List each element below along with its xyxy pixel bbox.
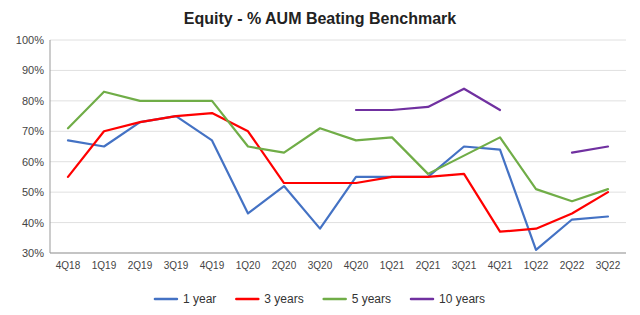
x-tick-label: 3Q22 <box>596 260 621 271</box>
legend-swatch <box>411 298 433 301</box>
legend-item: 3 years <box>236 292 303 306</box>
y-tick-label: 100% <box>16 34 44 46</box>
grid-line <box>50 40 626 41</box>
legend-item: 5 years <box>324 292 391 306</box>
grid-line <box>50 253 626 254</box>
x-tick-label: 2Q21 <box>416 260 441 271</box>
x-tick-label: 4Q19 <box>200 260 225 271</box>
y-tick-label: 80% <box>22 95 44 107</box>
x-tick-label: 1Q19 <box>92 260 117 271</box>
grid-line <box>50 161 626 162</box>
legend: 1 year 3 years 5 years 10 years <box>155 292 485 306</box>
legend-label: 1 year <box>183 292 216 306</box>
y-tick-label: 50% <box>22 186 44 198</box>
x-axis: 4Q18 1Q19 2Q19 3Q19 4Q19 1Q20 2Q20 3Q20 4Q20 1Q21… <box>50 253 626 271</box>
x-tick-label: 2Q20 <box>272 260 297 271</box>
y-axis-line <box>50 40 51 253</box>
x-axis-line <box>50 253 626 254</box>
x-tick-label: 3Q19 <box>164 260 189 271</box>
legend-item: 10 years <box>411 292 485 306</box>
grid-line <box>50 192 626 193</box>
x-tick-label: 1Q20 <box>236 260 261 271</box>
grid <box>50 40 626 253</box>
y-tick-label: 70% <box>22 125 44 137</box>
x-tick-label: 4Q21 <box>488 260 513 271</box>
legend-swatch <box>236 298 258 301</box>
x-tick-label: 1Q22 <box>524 260 549 271</box>
series-line <box>68 113 608 232</box>
y-tick-label: 30% <box>22 247 44 259</box>
legend-swatch <box>155 298 177 301</box>
legend-label: 5 years <box>352 292 391 306</box>
y-tick-label: 40% <box>22 217 44 229</box>
legend-label: 3 years <box>264 292 303 306</box>
grid-line <box>50 70 626 71</box>
y-axis: 30% 40% 50% 60% 70% 80% 90% 100% <box>16 34 50 259</box>
legend-swatch <box>324 298 346 301</box>
title: Equity - % AUM Beating Benchmark <box>184 10 456 27</box>
series-line <box>68 92 608 202</box>
grid-line <box>50 222 626 223</box>
legend-item: 1 year <box>155 292 216 306</box>
grid-line <box>50 131 626 132</box>
x-tick-label: 2Q19 <box>128 260 153 271</box>
series-lines <box>68 89 608 250</box>
x-tick-label: 2Q22 <box>560 260 585 271</box>
series-line <box>356 89 608 153</box>
legend-label: 10 years <box>439 292 485 306</box>
x-tick-label: 3Q20 <box>308 260 333 271</box>
chart: Equity - % AUM Beating Benchmark 30% 40% 50… <box>0 0 640 315</box>
x-tick-label: 4Q20 <box>344 260 369 271</box>
x-tick-label: 1Q21 <box>380 260 405 271</box>
y-tick-label: 60% <box>22 156 44 168</box>
x-tick-label: 3Q21 <box>452 260 477 271</box>
x-tick-label: 4Q18 <box>56 260 81 271</box>
y-tick-label: 90% <box>22 64 44 76</box>
